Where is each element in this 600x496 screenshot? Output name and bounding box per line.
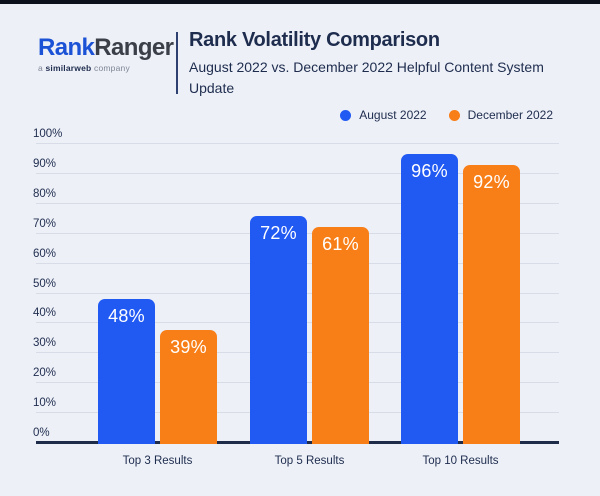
- y-tick-label-90: 90%: [33, 157, 57, 170]
- legend-label-december: December 2022: [467, 108, 553, 122]
- logo-wordmark: RankRanger: [38, 34, 174, 61]
- y-tick-label-70: 70%: [33, 217, 57, 230]
- gridline-80: [36, 202, 559, 204]
- legend-item-august[interactable]: August 2022: [340, 108, 427, 122]
- y-tick-label-100: 100%: [33, 128, 63, 140]
- bar-value-label-august-top-5-results: 72%: [260, 223, 297, 244]
- logo-rank: Rank: [38, 34, 95, 61]
- y-tick-label-0: 0%: [33, 427, 50, 439]
- bar-august-top-10-results[interactable]: 96%: [401, 154, 458, 444]
- logo-ranger: Ranger: [94, 34, 174, 61]
- y-tick-label-20: 20%: [33, 367, 57, 380]
- tagline-prefix: a: [38, 63, 43, 73]
- x-axis-label-top-10-results: Top 10 Results: [422, 455, 499, 467]
- y-tick-label-10: 10%: [33, 397, 57, 410]
- y-tick-label-50: 50%: [33, 277, 57, 290]
- legend-dot-august-icon: [340, 109, 352, 121]
- legend-dot-december-icon: [448, 109, 460, 121]
- x-axis-label-top-3-results: Top 3 Results: [122, 455, 193, 467]
- chart-title: Rank Volatility Comparison: [189, 29, 440, 51]
- header-divider: [176, 32, 178, 94]
- bar-value-label-december-top-10-results: 92%: [473, 172, 510, 193]
- bar-december-top-10-results[interactable]: 92%: [463, 165, 520, 444]
- tagline-suffix: company: [94, 63, 130, 73]
- y-tick-label-30: 30%: [33, 337, 57, 350]
- gridline-100: [36, 143, 559, 144]
- bar-december-top-3-results[interactable]: 39%: [160, 330, 217, 444]
- bar-value-label-december-top-5-results: 61%: [322, 234, 359, 255]
- bar-august-top-3-results[interactable]: 48%: [98, 299, 155, 444]
- bar-august-top-5-results[interactable]: 72%: [250, 216, 307, 444]
- rankranger-logo[interactable]: RankRanger a similarweb company: [38, 34, 174, 73]
- y-tick-label-40: 40%: [33, 307, 57, 320]
- bar-value-label-august-top-3-results: 48%: [108, 306, 145, 327]
- gridline-90: [36, 172, 559, 174]
- y-tick-label-80: 80%: [33, 187, 57, 200]
- bar-december-top-5-results[interactable]: 61%: [312, 227, 369, 444]
- x-axis-label-top-5-results: Top 5 Results: [274, 455, 345, 467]
- logo-tagline: a similarweb company: [38, 64, 173, 73]
- bar-value-label-august-top-10-results: 96%: [411, 161, 448, 182]
- y-tick-label-60: 60%: [33, 247, 57, 260]
- tagline-brand: similarweb: [45, 63, 92, 73]
- legend-item-december[interactable]: December 2022: [448, 108, 553, 122]
- chart-subtitle: August 2022 vs. December 2022 Helpful Co…: [189, 59, 544, 96]
- bar-value-label-december-top-3-results: 39%: [170, 337, 207, 358]
- chart-legend: August 2022 December 2022: [340, 108, 553, 122]
- top-accent-bar: [0, 0, 600, 4]
- legend-label-august: August 2022: [359, 108, 427, 122]
